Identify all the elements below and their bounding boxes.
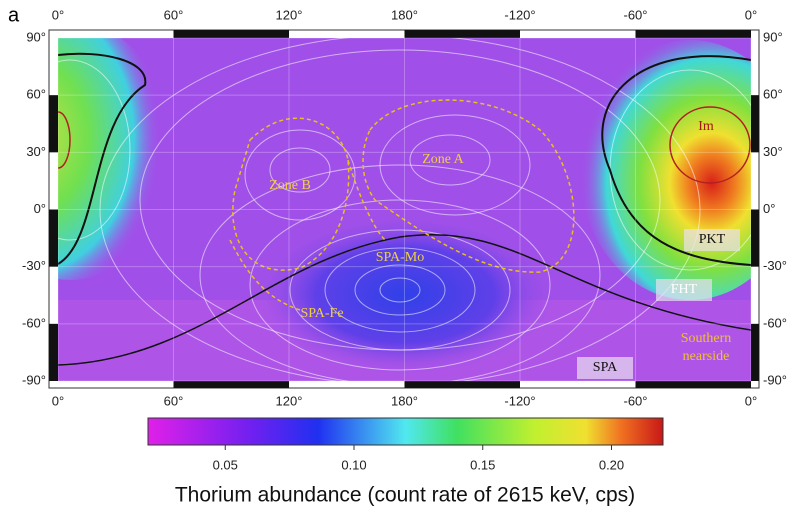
lon-tick-label: 180° <box>391 393 418 408</box>
border-band <box>173 30 289 38</box>
lat-tick-label: 60° <box>26 87 46 102</box>
label-box <box>577 357 633 379</box>
lat-tick-label: -30° <box>763 258 787 273</box>
border-band <box>49 209 58 267</box>
colorbar-tick-label: 0.10 <box>341 457 366 472</box>
lon-tick-label: -120° <box>504 393 535 408</box>
lat-tick-label: 0° <box>763 201 775 216</box>
region-label: Southern <box>681 331 732 346</box>
panel-label: a <box>8 4 20 26</box>
border-band <box>751 209 759 267</box>
lon-tick-label: -60° <box>624 7 648 22</box>
lat-tick-label: -30° <box>22 258 46 273</box>
lon-tick-label: -60° <box>624 393 648 408</box>
lon-tick-label: -120° <box>504 7 535 22</box>
border-band <box>635 381 751 388</box>
border-band <box>49 95 58 153</box>
region-label: Zone B <box>269 178 311 193</box>
map <box>58 38 751 381</box>
region-label: SPA-Fe <box>300 306 343 321</box>
lat-tick-label: 30° <box>26 144 46 159</box>
region-label: nearside <box>683 349 730 364</box>
border-band <box>751 323 759 381</box>
lon-tick-label: 180° <box>391 7 418 22</box>
region-label: Im <box>698 119 714 134</box>
lon-tick-label: 0° <box>52 393 64 408</box>
border-band <box>635 30 751 38</box>
lon-tick-label: 0° <box>745 393 757 408</box>
lat-tick-label: 90° <box>26 29 46 44</box>
lon-tick-label: 60° <box>164 393 184 408</box>
colorbar <box>147 417 664 446</box>
lon-tick-label: 120° <box>276 393 303 408</box>
lon-tick-label: 0° <box>52 7 64 22</box>
border-band <box>49 323 58 381</box>
lon-tick-label: 60° <box>164 7 184 22</box>
border-band <box>404 381 520 388</box>
colorbar-title: Thorium abundance (count rate of 2615 ke… <box>175 484 635 507</box>
lon-tick-label: 120° <box>276 7 303 22</box>
label-box <box>684 229 740 251</box>
lat-tick-label: 30° <box>763 144 783 159</box>
lat-tick-label: -90° <box>763 372 787 387</box>
region-label: PKT <box>699 232 726 247</box>
colorbar-tick-label: 0.15 <box>470 457 495 472</box>
region-label: Zone A <box>422 152 464 167</box>
lat-tick-label: -90° <box>22 372 46 387</box>
lat-tick-label: -60° <box>763 315 787 330</box>
lat-tick-label: 0° <box>34 201 46 216</box>
lon-tick-label: 0° <box>745 7 757 22</box>
region-label: FHT <box>671 282 698 297</box>
lat-tick-label: 60° <box>763 87 783 102</box>
border-band <box>173 381 289 388</box>
region-label: SPA-Mo <box>376 250 425 265</box>
lat-tick-label: -60° <box>22 315 46 330</box>
lat-tick-label: 90° <box>763 29 783 44</box>
colorbar-tick-label: 0.20 <box>599 457 624 472</box>
colorbar-tick-label: 0.05 <box>213 457 238 472</box>
border-band <box>404 30 520 38</box>
border-band <box>751 95 759 153</box>
label-box <box>656 279 712 301</box>
region-label: SPA <box>593 360 618 375</box>
